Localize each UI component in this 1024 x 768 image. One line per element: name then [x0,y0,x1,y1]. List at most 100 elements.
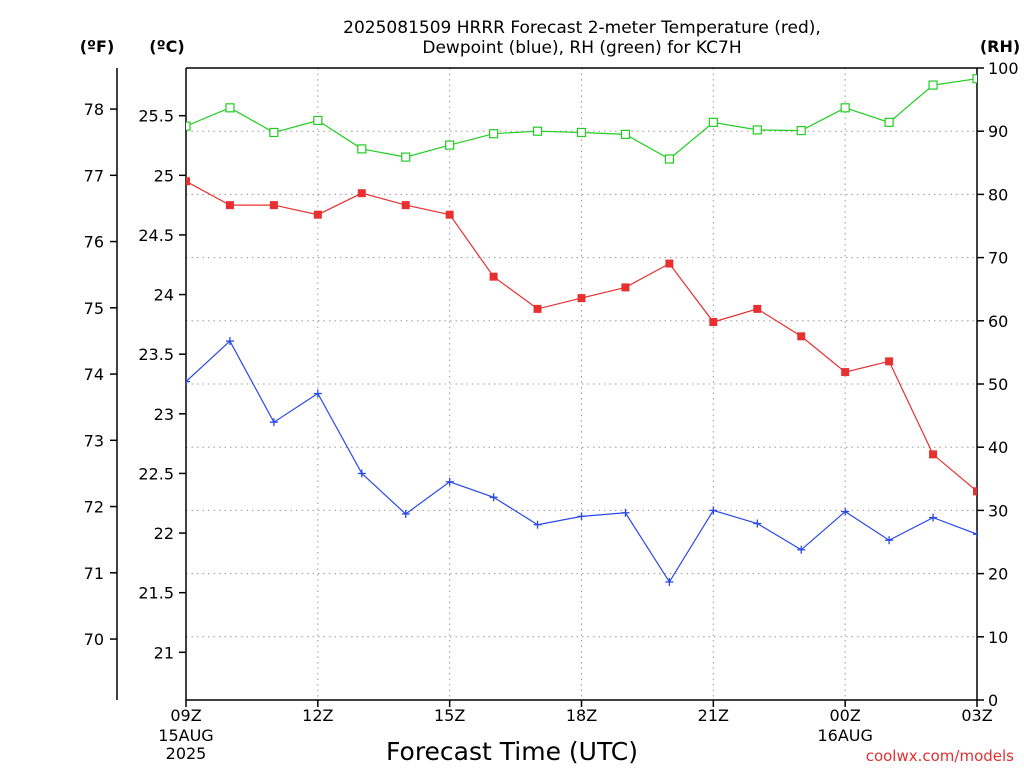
data-point [577,512,586,521]
tick-labels: 70 71 72 73 74 75 76 77 78 21 21.5 22 22.5 23 23.5 24 24… [84,59,1019,763]
celsius-unit-label: (ºC) [149,37,184,56]
data-point [664,154,674,164]
data-point [225,201,234,210]
rh-tick-label: 10 [988,628,1008,647]
data-point [928,80,938,90]
rh-tick-label: 50 [988,375,1008,394]
data-point [885,357,894,366]
celsius-tick-label: 23.5 [138,345,174,364]
data-point [753,304,762,313]
chart-title: 2025081509 HRRR Forecast 2-meter Tempera… [343,18,821,58]
data-point [841,507,850,516]
data-point [225,103,235,113]
celsius-tick-label: 25 [154,166,174,185]
data-point [269,418,278,427]
celsius-tick-label: 23 [154,405,174,424]
rh-unit-label: (RH) [980,37,1020,56]
data-point [269,201,278,210]
x-tick-sublabel: 15AUG [158,726,213,745]
data-point [357,469,366,478]
celsius-tick-label: 25.5 [138,107,174,126]
data-point [577,294,586,303]
fahrenheit-unit-label: (ºF) [80,37,115,56]
data-point [445,477,454,486]
fahrenheit-tick-label: 71 [84,564,104,583]
rh-tick-label: 20 [988,565,1008,584]
data-point [186,177,190,186]
grid-layer [186,68,977,700]
series-open-square [186,74,977,164]
data-point [973,530,977,539]
rh-tick-label: 70 [988,249,1008,268]
data-point [445,140,455,150]
celsius-tick-label: 22.5 [138,464,174,483]
x-tick-label: 00Z [830,706,861,725]
data-point [929,450,938,459]
data-point [357,144,367,154]
data-point [665,259,674,268]
series-plus [186,337,977,586]
data-point [489,272,498,281]
rh-tick-label: 80 [988,185,1008,204]
data-point [489,493,498,502]
data-point [972,74,977,84]
data-point [797,545,806,554]
fahrenheit-tick-label: 73 [84,431,104,450]
fahrenheit-tick-label: 70 [84,630,104,649]
x-tick-sublabel: 2025 [166,744,207,763]
data-point [621,508,630,517]
fahrenheit-tick-label: 77 [84,166,104,185]
data-point [709,506,718,515]
data-point [752,125,762,135]
data-point [186,377,190,386]
rh-tick-label: 0 [988,691,998,710]
rh-tick-label: 30 [988,501,1008,520]
title-line-2: Dewpoint (blue), RH (green) for KC7H [422,38,741,58]
data-point [357,189,366,198]
data-point [445,210,454,219]
data-point [665,577,674,586]
data-point [489,129,499,139]
series-filled-square [186,177,977,496]
rh-tick-label: 40 [988,438,1008,457]
x-tick-label: 21Z [698,706,729,725]
celsius-tick-label: 21 [154,643,174,662]
data-point [797,332,806,341]
data-point [533,304,542,313]
data-point [313,115,323,126]
celsius-tick-label: 21.5 [138,584,174,603]
data-point [620,129,631,139]
data-point [973,487,977,496]
celsius-tick-label: 24 [154,286,174,305]
x-tick-label: 09Z [170,706,201,725]
data-point [621,283,630,292]
data-point [313,210,322,219]
data-point [533,520,542,529]
data-point [709,317,718,326]
x-tick-label: 12Z [302,706,333,725]
fahrenheit-tick-label: 76 [84,233,104,252]
x-tick-sublabel: 16AUG [817,726,872,745]
data-point [929,513,938,522]
data-point [840,103,850,113]
x-tick-label: 15Z [434,706,465,725]
series-layer [186,74,977,586]
data-point [796,125,806,136]
x-tick-label: 18Z [566,706,597,725]
fahrenheit-tick-label: 78 [84,100,104,119]
data-point [313,389,322,398]
data-point [186,121,191,131]
rh-tick-label: 60 [988,312,1008,331]
data-point [884,117,894,127]
data-point [576,127,587,138]
rh-tick-label: 90 [988,122,1008,141]
data-point [401,509,410,518]
fahrenheit-tick-label: 72 [84,498,104,517]
data-point [532,126,543,136]
credit-label: coolwx.com/models [866,747,1014,765]
data-point [269,127,279,138]
data-point [708,117,718,127]
data-point [401,152,411,162]
data-point [401,201,410,210]
